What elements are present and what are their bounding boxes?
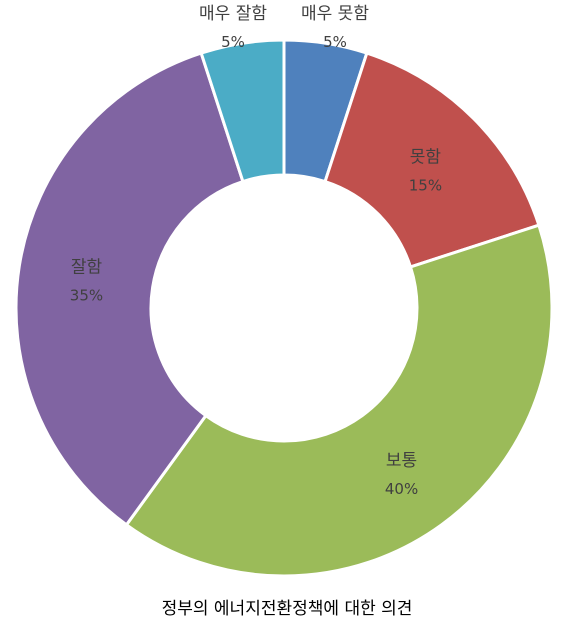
- slice-4: [14, 51, 245, 527]
- slice-3: [124, 223, 554, 578]
- slice-value-1: 5%: [323, 33, 347, 51]
- slice-value-5: 5%: [221, 33, 245, 51]
- slice-2: [323, 51, 541, 269]
- slice-value-4: 35%: [70, 287, 103, 305]
- slice-label-1: 매우 못함: [301, 4, 369, 24]
- donut-slices: [14, 38, 554, 578]
- slice-value-2: 15%: [409, 177, 442, 195]
- slice-labels: 매우 못함 5% 못함 15% 보통 40% 잘함 35% 매우 잘함 5%: [70, 4, 442, 498]
- slice-value-3: 40%: [385, 480, 418, 498]
- chart-title: 정부의 에너지전환정책에 대한 의견: [162, 599, 413, 619]
- slice-5: [199, 38, 286, 184]
- slice-label-3: 보통: [386, 451, 417, 471]
- slice-label-4: 잘함: [71, 258, 103, 278]
- slice-label-5: 매우 잘함: [199, 4, 267, 24]
- slice-label-2: 못함: [410, 148, 442, 168]
